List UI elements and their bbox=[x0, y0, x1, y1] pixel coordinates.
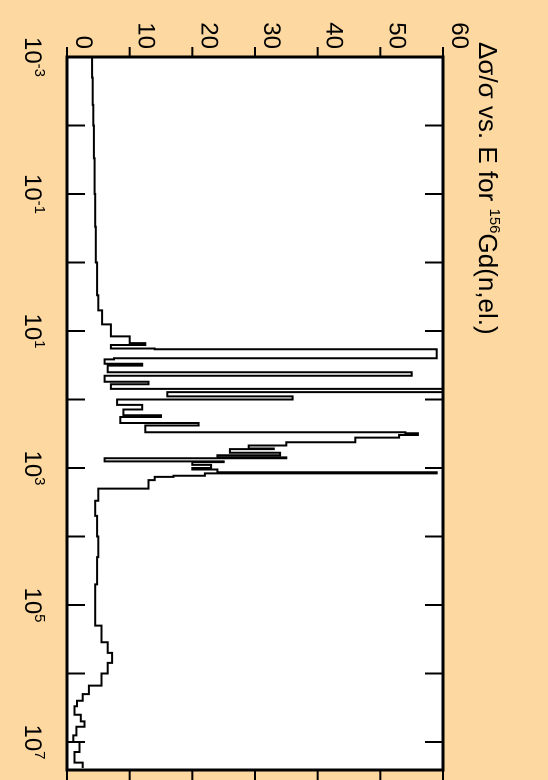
x-tick-label: 10-1 bbox=[19, 174, 48, 214]
y-tick-label: 60 bbox=[446, 22, 473, 49]
chart-title-suffix: Gd(n,el.) bbox=[473, 234, 503, 335]
y-tick-label: 50 bbox=[383, 22, 410, 49]
x-tick-label: 10-3 bbox=[19, 37, 48, 77]
tick-labels: 0 10 20 30 40 50 60 10-3 10-1 101 103 105 107 bbox=[19, 22, 473, 759]
x-tick-label: 105 bbox=[19, 587, 48, 622]
y-tick-label: 20 bbox=[195, 22, 222, 49]
series-line bbox=[72, 56, 444, 768]
x-tick-label: 107 bbox=[19, 724, 48, 759]
chart-title: Δσ/σ vs. E for 156Gd(n,el.) bbox=[473, 42, 503, 335]
chart-title-main: Δσ/σ vs. E for 156Gd(n,el.) bbox=[473, 42, 503, 335]
chart-title-prefix: Δσ/σ vs. E for bbox=[473, 42, 503, 209]
y-tick-label: 30 bbox=[258, 22, 285, 49]
y-tick-label: 0 bbox=[70, 36, 97, 49]
y-tick-label: 40 bbox=[321, 22, 348, 49]
x-tick-label: 103 bbox=[19, 450, 48, 485]
chart-title-superscript: 156 bbox=[486, 209, 503, 234]
y-tick-label: 10 bbox=[133, 22, 160, 49]
x-tick-label: 101 bbox=[19, 313, 48, 348]
plot-area bbox=[65, 55, 445, 772]
